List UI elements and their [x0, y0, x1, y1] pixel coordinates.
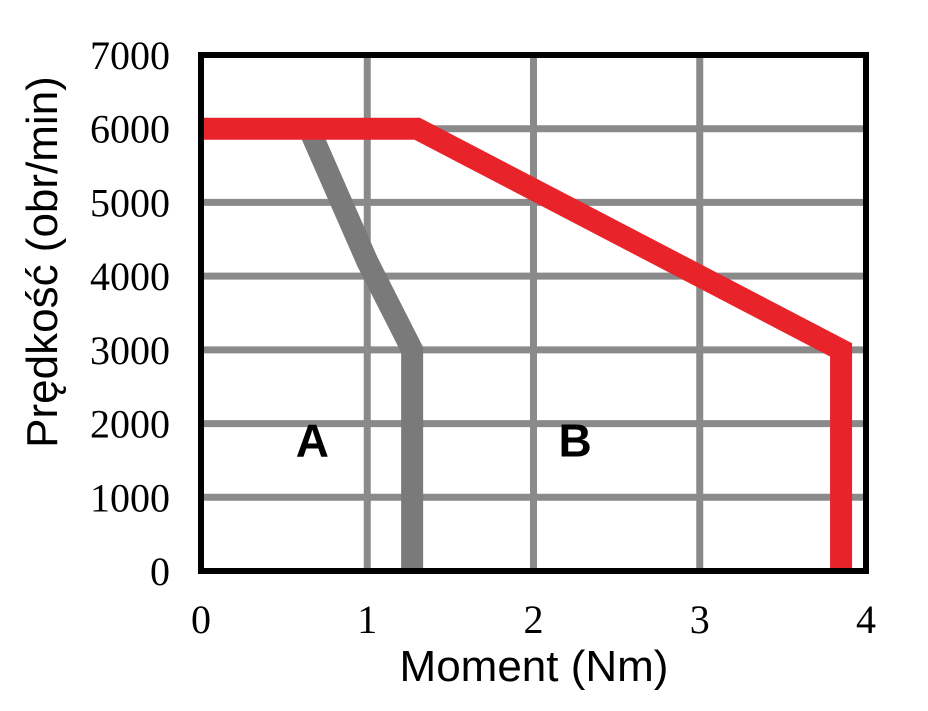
x-tick-label: 1	[357, 597, 377, 642]
y-tick-label: 6000	[90, 107, 170, 152]
y-tick-label: 4000	[90, 254, 170, 299]
x-tick-label: 2	[524, 597, 544, 642]
y-tick-label: 7000	[90, 33, 170, 78]
y-tick-label: 2000	[90, 402, 170, 447]
y-tick-label: 0	[150, 549, 170, 594]
region-label-b: B	[558, 415, 591, 467]
region-label-a: A	[296, 415, 329, 467]
x-tick-label: 3	[690, 597, 710, 642]
series-line-1	[298, 124, 424, 571]
series-layer	[201, 117, 853, 571]
y-tick-label: 5000	[90, 180, 170, 225]
y-axis-title: Prędkość (obr/min)	[18, 76, 67, 448]
series-line-2	[201, 117, 853, 571]
y-tick-label: 3000	[90, 328, 170, 373]
plot-border	[198, 52, 869, 574]
x-tick-label: 0	[191, 597, 211, 642]
y-tick-label: 1000	[90, 475, 170, 520]
grid	[201, 55, 866, 571]
x-axis-title: Moment (Nm)	[400, 642, 669, 691]
plot-frame	[198, 52, 869, 574]
tick-labels: 0 1 2 3 4 0 1000 2000 3000 4000 5000 6000 7000	[90, 33, 876, 642]
x-tick-label: 4	[856, 597, 876, 642]
